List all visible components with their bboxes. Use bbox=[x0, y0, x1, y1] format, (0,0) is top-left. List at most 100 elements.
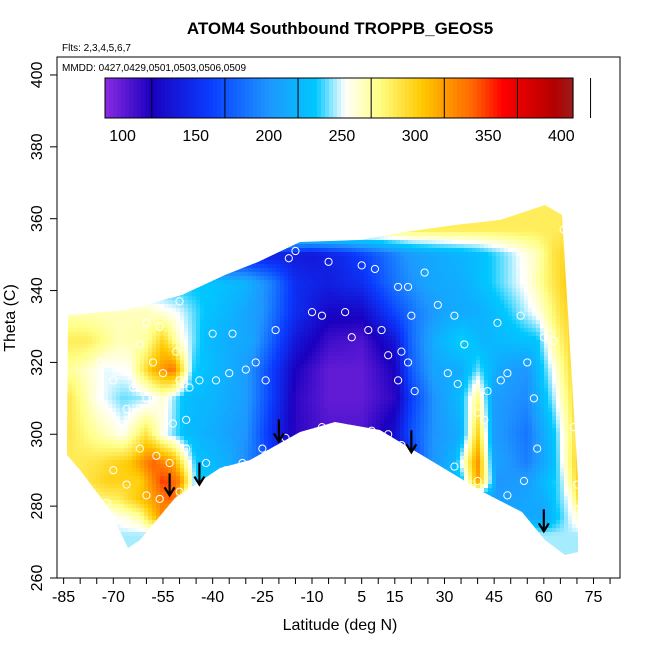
field-cell bbox=[108, 336, 113, 341]
field-cell bbox=[184, 312, 189, 317]
field-cell bbox=[216, 276, 221, 281]
field-cell bbox=[440, 308, 445, 313]
field-cell bbox=[356, 276, 361, 281]
field-cell bbox=[76, 212, 81, 217]
field-cell bbox=[320, 224, 325, 229]
field-cell bbox=[316, 340, 321, 345]
field-cell bbox=[204, 256, 209, 261]
field-cell bbox=[292, 280, 297, 285]
field-cell bbox=[192, 300, 197, 305]
field-cell bbox=[224, 272, 229, 277]
field-cell bbox=[168, 284, 173, 289]
field-cell bbox=[364, 236, 369, 241]
field-cell bbox=[420, 248, 425, 253]
field-cell bbox=[128, 308, 133, 313]
field-cell bbox=[188, 332, 193, 337]
field-cell bbox=[132, 268, 137, 273]
field-cell bbox=[88, 264, 93, 269]
field-cell bbox=[492, 344, 497, 349]
field-cell bbox=[236, 296, 241, 301]
field-cell bbox=[284, 332, 289, 337]
field-cell bbox=[520, 220, 525, 225]
field-cell bbox=[552, 212, 557, 217]
field-cell bbox=[184, 300, 189, 305]
field-cell bbox=[416, 308, 421, 313]
field-cell bbox=[100, 328, 105, 333]
field-cell bbox=[372, 200, 377, 205]
field-cell bbox=[292, 316, 297, 321]
field-cell bbox=[544, 324, 549, 329]
field-cell bbox=[236, 336, 241, 341]
field-cell bbox=[252, 320, 257, 325]
field-cell bbox=[224, 288, 229, 293]
field-cell bbox=[72, 336, 77, 341]
field-cell bbox=[244, 240, 249, 245]
field-cell bbox=[252, 312, 257, 317]
field-cell bbox=[360, 308, 365, 313]
field-cell bbox=[124, 232, 129, 237]
field-cell bbox=[324, 280, 329, 285]
field-cell bbox=[500, 200, 505, 205]
field-cell bbox=[336, 212, 341, 217]
field-cell bbox=[488, 200, 493, 205]
field-cell bbox=[67, 320, 69, 325]
field-cell bbox=[364, 296, 369, 301]
field-cell bbox=[432, 220, 437, 225]
field-cell bbox=[524, 324, 529, 329]
field-cell bbox=[300, 328, 305, 333]
field-cell bbox=[308, 344, 313, 349]
field-cell bbox=[200, 312, 205, 317]
field-cell bbox=[192, 348, 197, 353]
field-cell bbox=[540, 348, 545, 353]
field-cell bbox=[72, 328, 77, 333]
field-cell bbox=[524, 264, 529, 269]
field-cell bbox=[452, 316, 457, 321]
field-cell bbox=[72, 220, 77, 225]
field-cell bbox=[508, 304, 513, 309]
field-cell bbox=[424, 280, 429, 285]
field-cell bbox=[344, 248, 349, 253]
field-cell bbox=[568, 252, 573, 257]
field-cell bbox=[528, 208, 533, 213]
field-cell bbox=[264, 224, 269, 229]
field-cell bbox=[192, 220, 197, 225]
field-cell bbox=[116, 252, 121, 257]
field-cell bbox=[67, 284, 69, 289]
field-cell bbox=[484, 228, 489, 233]
field-cell bbox=[492, 260, 497, 265]
field-cell bbox=[504, 304, 509, 309]
field-cell bbox=[116, 344, 121, 349]
field-cell bbox=[260, 224, 265, 229]
field-cell bbox=[308, 220, 313, 225]
field-cell bbox=[112, 304, 117, 309]
field-cell bbox=[108, 296, 113, 301]
field-cell bbox=[324, 276, 329, 281]
field-cell bbox=[532, 340, 537, 345]
field-cell bbox=[248, 316, 253, 321]
field-cell bbox=[184, 336, 189, 341]
field-cell bbox=[148, 312, 153, 317]
field-cell bbox=[92, 268, 97, 273]
field-cell bbox=[536, 200, 541, 205]
field-cell bbox=[164, 280, 169, 285]
field-cell bbox=[524, 280, 529, 285]
field-cell bbox=[104, 228, 109, 233]
field-cell bbox=[368, 240, 373, 245]
field-cell bbox=[208, 320, 213, 325]
field-cell bbox=[316, 228, 321, 233]
field-cell bbox=[184, 224, 189, 229]
field-cell bbox=[236, 288, 241, 293]
field-cell bbox=[380, 228, 385, 233]
field-cell bbox=[80, 200, 85, 205]
field-cell bbox=[380, 344, 385, 349]
field-cell bbox=[548, 332, 553, 337]
field-cell bbox=[112, 264, 117, 269]
field-cell bbox=[472, 216, 477, 221]
field-cell bbox=[164, 316, 169, 321]
field-cell bbox=[428, 292, 433, 297]
field-cell bbox=[468, 252, 473, 257]
field-cell bbox=[124, 212, 129, 217]
field-cell bbox=[288, 284, 293, 289]
field-cell bbox=[348, 304, 353, 309]
field-cell bbox=[416, 312, 421, 317]
